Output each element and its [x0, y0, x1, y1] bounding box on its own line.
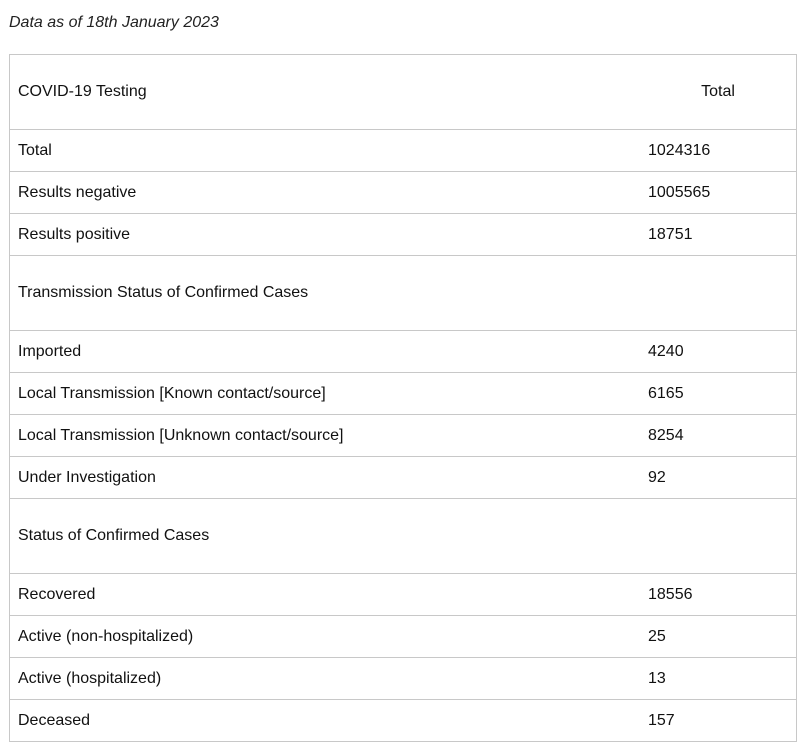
row-label: Imported: [9, 330, 640, 373]
row-value: 13: [640, 657, 797, 700]
table-row: Imported 4240: [9, 330, 797, 373]
table-row: Local Transmission [Known contact/source…: [9, 372, 797, 415]
row-value: 157: [640, 699, 797, 742]
row-label: Active (non-hospitalized): [9, 615, 640, 658]
table-row: Recovered 18556: [9, 573, 797, 616]
status-section-title: Status of Confirmed Cases: [9, 498, 640, 574]
row-label: Recovered: [9, 573, 640, 616]
row-label: Local Transmission [Unknown contact/sour…: [9, 414, 640, 457]
row-value: 1005565: [640, 171, 797, 214]
table-row: Active (non-hospitalized) 25: [9, 615, 797, 658]
row-label: Deceased: [9, 699, 640, 742]
data-date-caption: Data as of 18th January 2023: [9, 14, 219, 31]
table-row: Total 1024316: [9, 129, 797, 172]
row-value: 92: [640, 456, 797, 499]
row-label: Results positive: [9, 213, 640, 256]
table-row: Results negative 1005565: [9, 171, 797, 214]
table-row: Local Transmission [Unknown contact/sour…: [9, 414, 797, 457]
row-label: Under Investigation: [9, 456, 640, 499]
table-row: Results positive 18751: [9, 213, 797, 256]
row-value: 6165: [640, 372, 797, 415]
row-value: 18751: [640, 213, 797, 256]
table-row: Under Investigation 92: [9, 456, 797, 499]
empty-cell: [640, 498, 797, 574]
row-value: 1024316: [640, 129, 797, 172]
table-row: Active (hospitalized) 13: [9, 657, 797, 700]
row-value: 8254: [640, 414, 797, 457]
row-label: Results negative: [9, 171, 640, 214]
table-row: Deceased 157: [9, 699, 797, 742]
transmission-section-title: Transmission Status of Confirmed Cases: [9, 255, 640, 331]
row-label: Local Transmission [Known contact/source…: [9, 372, 640, 415]
row-label: Total: [9, 129, 640, 172]
table-header-row: COVID-19 Testing Total: [9, 54, 797, 130]
section-header-row: Status of Confirmed Cases: [9, 498, 797, 574]
row-value: 18556: [640, 573, 797, 616]
row-value: 25: [640, 615, 797, 658]
testing-section-title: COVID-19 Testing: [9, 54, 640, 130]
row-value: 4240: [640, 330, 797, 373]
row-label: Active (hospitalized): [9, 657, 640, 700]
section-header-row: Transmission Status of Confirmed Cases: [9, 255, 797, 331]
covid-stats-table: COVID-19 Testing Total Total 1024316 Res…: [9, 54, 797, 742]
total-column-header: Total: [640, 54, 797, 130]
empty-cell: [640, 255, 797, 331]
